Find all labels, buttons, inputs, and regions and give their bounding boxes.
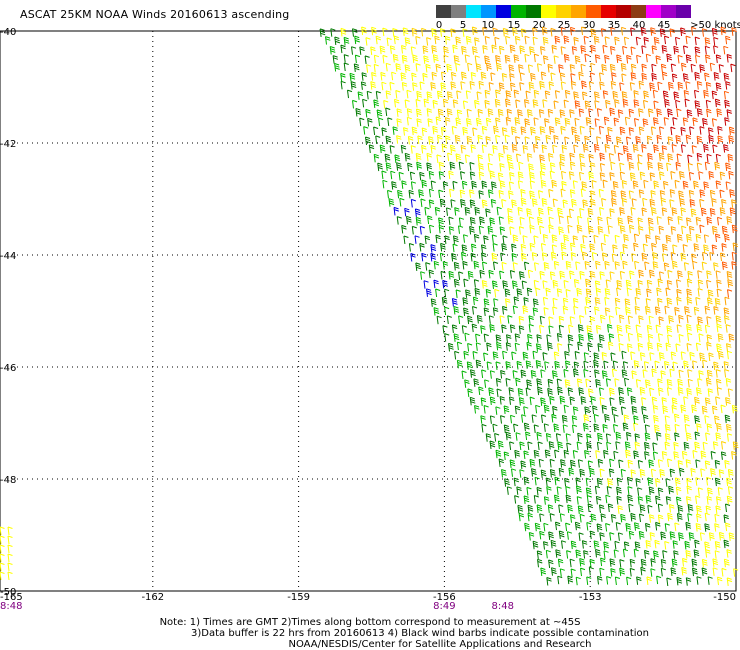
longitude-label: -156 — [433, 592, 456, 603]
longitude-label: -153 — [579, 592, 602, 603]
wind-barb-group — [0, 26, 739, 586]
longitude-label: -150 — [713, 592, 736, 603]
longitude-label: -162 — [141, 592, 164, 603]
map-frame — [0, 30, 737, 592]
latitude-label: -46 — [0, 363, 16, 374]
time-label: 8:49 — [433, 601, 455, 612]
legend-swatch — [601, 5, 616, 18]
wind-barbs — [0, 26, 739, 587]
wind-speed-legend: 0 5 10 15 20 25 30 35 40 45 >50 knots — [435, 5, 740, 32]
legend-swatch — [646, 5, 661, 18]
legend-swatch — [586, 5, 601, 18]
legend-label: 25 — [557, 20, 571, 31]
legend-swatch — [631, 5, 646, 18]
note-line-2: 3)Data buffer is 22 hrs from 20160613 4)… — [191, 628, 649, 639]
legend-label: 45 — [657, 20, 671, 31]
latitude-label: -50 — [0, 587, 16, 598]
legend-label: 0 — [435, 20, 443, 31]
map-title: ASCAT 25KM NOAA Winds 20160613 ascending — [20, 8, 290, 21]
note-line-1: Note: 1) Times are GMT 2)Times along bot… — [159, 617, 581, 628]
latitude-label: -44 — [0, 251, 16, 262]
legend-label: 35 — [607, 20, 621, 31]
legend-swatch — [436, 5, 451, 18]
legend-swatch — [676, 5, 691, 18]
legend-swatch — [451, 5, 466, 18]
legend-swatch — [616, 5, 631, 18]
wind-barb-group — [319, 28, 731, 587]
legend-swatch — [541, 5, 556, 18]
legend-label: 30 — [582, 20, 596, 31]
legend-label: >50 knots — [690, 20, 740, 31]
wind-barb-group — [554, 26, 738, 298]
legend-swatch — [526, 5, 541, 18]
longitude-label: -159 — [287, 592, 310, 603]
legend-swatch — [511, 5, 526, 18]
legend-label: 10 — [481, 20, 495, 31]
legend-label: 20 — [532, 20, 546, 31]
time-label: 8:48 — [0, 601, 22, 612]
legend-labels: 0 5 10 15 20 25 30 35 40 45 >50 knots — [435, 20, 740, 32]
axis-labels: -40 -42 -44 -46 -48 -50-165 -162 -159 -156 -153 -1… — [0, 27, 736, 612]
graticule-grid — [7, 31, 736, 591]
legend-swatch — [466, 5, 481, 18]
legend-swatch — [556, 5, 571, 18]
legend-label: 40 — [632, 20, 646, 31]
legend-label: 15 — [507, 20, 521, 31]
wind-barb-group — [325, 35, 695, 586]
note-line-3: NOAA/NESDIS/Center for Satellite Applica… — [288, 639, 592, 650]
wind-barb-group — [393, 198, 458, 307]
latitude-label: -40 — [0, 27, 16, 38]
wind-barb-group — [630, 27, 736, 164]
legend-swatch — [496, 5, 511, 18]
legend-swatch — [571, 5, 586, 18]
latitude-label: -48 — [0, 475, 16, 486]
legend-color-bar — [436, 5, 691, 18]
wind-barb-group — [411, 26, 739, 460]
legend-label: 5 — [459, 20, 467, 31]
wind-barb-group — [482, 26, 739, 343]
longitude-label: -165 — [0, 592, 23, 603]
latitude-label: -42 — [0, 139, 16, 150]
legend-swatch — [661, 5, 676, 18]
legend-swatch — [481, 5, 496, 18]
time-label: 8:48 — [491, 601, 513, 612]
